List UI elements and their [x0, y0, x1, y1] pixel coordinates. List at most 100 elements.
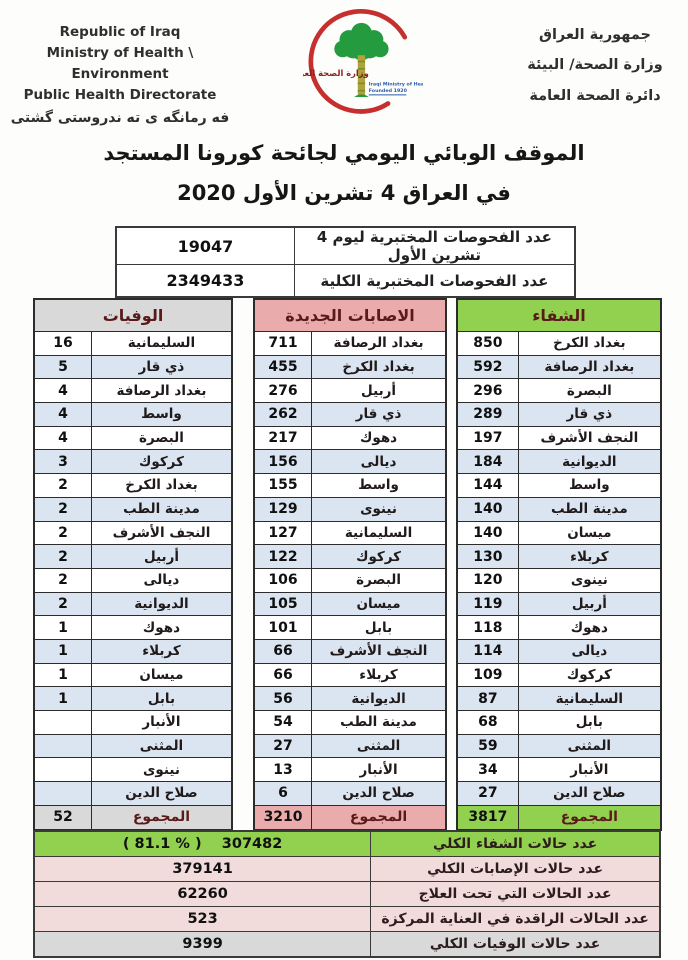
total-count-cell: 3817 — [456, 804, 519, 831]
province-row: 1 كربلاء — [33, 638, 233, 664]
lab-tests-table: 19047 عدد الفحوصات المختبرية ليوم 4 تشري… — [115, 226, 576, 298]
recoveries-table-title: الشفاء — [456, 298, 662, 332]
province-row: 114 ديالى — [456, 638, 662, 664]
deaths-table-header: الوفيات — [33, 298, 233, 332]
count-cell: 140 — [456, 496, 519, 522]
province-row: نينوى — [33, 757, 233, 783]
province-cell: أربيل — [517, 591, 662, 617]
count-cell: 66 — [253, 662, 313, 688]
province-cell: المثنى — [311, 733, 447, 759]
summary-label-cell: عدد الحالات التي تحت العلاج — [370, 881, 661, 907]
count-cell: 5 — [33, 354, 92, 380]
summary-label-cell: عدد حالات الوفيات الكلي — [370, 931, 661, 958]
total-row: 3817 المجموع — [456, 804, 662, 831]
summary-value-cell: 523 — [33, 906, 372, 932]
province-row: صلاح الدين — [33, 781, 233, 806]
logo-founded-text: Founded 1920 — [369, 88, 408, 94]
summary-label-cell: عدد الحالات الراقدة في العناية المركزة — [370, 906, 661, 932]
province-row: 455 بغداد الكرخ — [253, 354, 447, 380]
province-cell: دهوك — [90, 615, 233, 640]
count-cell — [33, 733, 92, 759]
count-cell: 184 — [456, 449, 519, 475]
province-row: 1 دهوك — [33, 615, 233, 640]
count-cell: 1 — [33, 638, 92, 664]
province-cell: بغداد الرصافة — [90, 378, 233, 404]
report-title-line2: في العراق 4 تشرين الأول 2020 — [177, 181, 511, 205]
province-cell: كركوك — [90, 449, 233, 475]
total-count-cell: 3210 — [253, 804, 313, 831]
province-row: 101 بابل — [253, 615, 447, 640]
count-cell: 4 — [33, 425, 92, 451]
count-cell: 156 — [253, 449, 313, 475]
count-cell: 127 — [253, 520, 313, 546]
province-cell: مدينة الطب — [517, 496, 662, 522]
summary-row: ( 81.1 % ) 307482 عدد حالات الشفاء الكلي — [33, 830, 661, 857]
count-cell: 197 — [456, 425, 519, 451]
summary-value-cell: 9399 — [33, 931, 372, 958]
province-row: 5 ذي قار — [33, 354, 233, 380]
count-cell: 850 — [456, 331, 519, 356]
count-cell: 455 — [253, 354, 313, 380]
province-cell: ميسان — [90, 662, 233, 688]
count-cell: 2 — [33, 473, 92, 498]
total-tests-label: عدد الفحوصات المختبرية الكلية — [293, 264, 576, 298]
header-line-ministry-ar: وزارة الصحة/ البيئة — [527, 57, 663, 74]
province-row: 4 بغداد الرصافة — [33, 378, 233, 404]
province-row: 289 ذي قار — [456, 402, 662, 427]
province-row: 66 النجف الأشرف — [253, 638, 447, 664]
province-cell: كركوك — [311, 544, 447, 569]
ministry-logo: وزارة الصحة العراقية Iraqi Ministry of H… — [283, 3, 432, 121]
count-cell — [33, 781, 92, 806]
province-cell: ذي قار — [517, 402, 662, 427]
province-row: 2 مدينة الطب — [33, 496, 233, 522]
province-cell: نينوى — [311, 496, 447, 522]
count-cell: 122 — [253, 544, 313, 569]
count-cell: 16 — [33, 331, 92, 356]
count-cell: 1 — [33, 662, 92, 688]
province-cell: الديوانية — [311, 686, 447, 711]
province-row: 59 المثنى — [456, 733, 662, 759]
province-cell: النجف الأشرف — [90, 520, 233, 546]
province-row: 4 البصرة — [33, 425, 233, 451]
province-row: 87 السليمانية — [456, 686, 662, 711]
count-cell: 68 — [456, 710, 519, 735]
province-cell: بابل — [90, 686, 233, 711]
summary-row: 62260 عدد الحالات التي تحت العلاج — [33, 881, 661, 907]
count-cell: 105 — [253, 591, 313, 617]
count-cell: 129 — [253, 496, 313, 522]
deaths-table-title: الوفيات — [33, 298, 233, 332]
summary-label-cell: عدد حالات الشفاء الكلي — [370, 830, 661, 857]
header-line-directorate-en: Public Health Directorate — [23, 86, 217, 103]
province-cell: ميسان — [517, 520, 662, 546]
deaths-table: الوفيات 16 السليمانية 5 ذي قار 4 بغداد الرصاف… — [33, 298, 233, 831]
province-row: 27 المثنى — [253, 733, 447, 759]
header-line-directorate-ku: فه رمانگه ی ته ندروستی گشتی — [10, 109, 230, 126]
province-row: 296 البصرة — [456, 378, 662, 404]
count-cell: 217 — [253, 425, 313, 451]
province-row: 129 نينوى — [253, 496, 447, 522]
summary-row: 379141 عدد حالات الإصابات الكلي — [33, 856, 661, 882]
count-cell: 3 — [33, 449, 92, 475]
summary-row: 9399 عدد حالات الوفيات الكلي — [33, 931, 661, 958]
province-row: 119 أربيل — [456, 591, 662, 617]
header-line-country-en: Republic of Iraq — [59, 24, 181, 40]
province-cell: بابل — [311, 615, 447, 640]
province-cell: كربلاء — [311, 662, 447, 688]
header-line-directorate-ar: دائرة الصحة العامة — [529, 87, 661, 104]
province-row: 1 بابل — [33, 686, 233, 711]
province-cell: بغداد الرصافة — [311, 331, 447, 356]
province-cell: السليمانية — [517, 686, 662, 711]
province-cell: دهوك — [311, 425, 447, 451]
count-cell — [33, 757, 92, 783]
province-row: 144 واسط — [456, 473, 662, 498]
summary-label-cell: عدد حالات الإصابات الكلي — [370, 856, 661, 882]
province-row: 54 مدينة الطب — [253, 710, 447, 735]
count-cell: 2 — [33, 567, 92, 593]
count-cell: 592 — [456, 354, 519, 380]
province-cell: النجف الأشرف — [517, 425, 662, 451]
count-cell: 56 — [253, 686, 313, 711]
header-arabic-block: جمهورية العراق وزارة الصحة/ البيئة دائرة… — [520, 20, 670, 111]
count-cell: 66 — [253, 638, 313, 664]
province-row: 34 الأنبار — [456, 757, 662, 783]
province-row: 122 كركوك — [253, 544, 447, 569]
